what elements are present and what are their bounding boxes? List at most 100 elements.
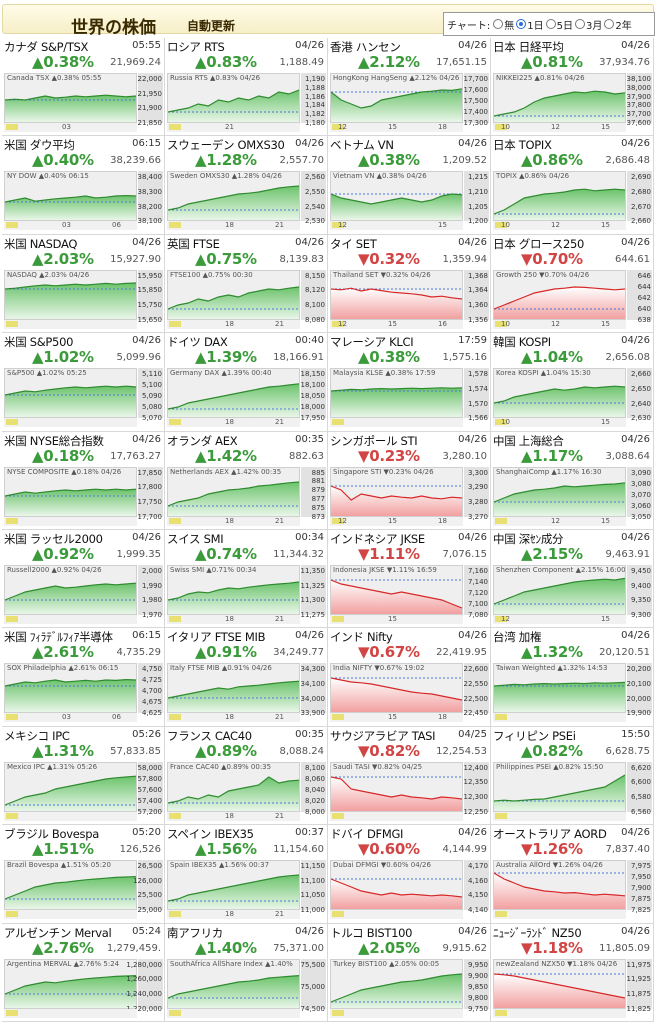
chart-option-1d[interactable]: 1日 [515,17,544,32]
market-name[interactable]: フィリピン PSEi [493,728,576,743]
mini-chart[interactable]: Mexico IPC ▲1.31% 05:26 58,000 57,800 57,60… [4,761,163,822]
chart-option-3m[interactable]: 3月 [574,17,602,32]
market-tile[interactable]: 日本 グロース250 04/26 ▼0.70% 644.61 Growth 250 ▼0… [491,234,654,334]
market-name[interactable]: 米国 NASDAQ [4,236,78,251]
market-name[interactable]: 中国 深ｾﾝ成分 [493,531,564,546]
mini-chart[interactable]: NYSE COMPOSITE ▲0.18% 04/26 17,850 17,800 1… [4,466,163,527]
market-name[interactable]: 米国 NYSE総合指数 [4,433,104,448]
radio-icon[interactable] [604,19,615,29]
market-name[interactable]: 日本 日経平均 [493,40,564,54]
mini-chart[interactable]: Sweden OMXS30 ▲1.28% 04/26 2,560 2,550 2,54… [167,171,326,231]
market-name[interactable]: 英国 FTSE [167,236,220,251]
mini-chart[interactable]: NY DOW ▲0.40% 06:15 38,400 38,300 38,200 38,… [4,171,163,231]
market-tile[interactable]: 米国 NYSE総合指数 04/26 ▲0.18% 17,763.27 NYSE COMP… [2,431,165,530]
market-name[interactable]: 日本 グロース250 [493,236,585,251]
market-tile[interactable]: 米国 NASDAQ 04/26 ▲2.03% 15,927.90 NASDAQ ▲2.0… [2,234,165,334]
market-tile[interactable]: 米国 ﾌｨﾗﾃﾞﾙﾌｨｱ半導体 06:15 ▲2.61% 4,735.29 SOX Ph… [2,628,165,727]
market-name[interactable]: 米国 ﾌｨﾗﾃﾞﾙﾌｨｱ半導体 [4,630,113,645]
mini-chart[interactable]: NASDAQ ▲2.03% 04/26 15,950 15,850 15,750 15,… [4,269,163,330]
mini-chart[interactable]: newZealand NZX50 ▼1.18% 04/26 11,975 11,92… [493,958,652,1019]
market-name[interactable]: オーストラリア AORD [493,827,607,842]
mini-chart[interactable]: Netherlands AEX ▲1.42% 00:35 885 881 879 877… [167,466,326,527]
market-tile[interactable]: オーストラリア AORD 04/26 ▼1.26% 7,837.40 Australia… [491,825,654,924]
mini-chart[interactable]: TOPIX ▲0.86% 04/26 2,690 2,680 2,670 2,660 10… [493,171,652,231]
mini-chart[interactable]: Korea KOSPI ▲1.04% 15:30 2,660 2,650 2,640 2… [493,368,652,428]
mini-chart[interactable]: Dubai DFMGI ▼0.60% 04/26 4,170 4,160 4,150 4… [330,860,489,920]
market-tile[interactable]: アルゼンチン Merval 05:24 ▲2.76% 1,279,459. Argent… [2,923,165,1022]
mini-chart[interactable]: Russell2000 ▲0.92% 04/26 2,000 1,990 1,980 1… [4,564,163,625]
market-tile[interactable]: 台湾 加権 04/26 ▲1.32% 20,120.51 Taiwan Weighted… [491,628,654,727]
market-name[interactable]: スペイン IBEX35 [167,827,254,842]
market-name[interactable]: インドネシア JKSE [330,531,425,546]
mini-chart[interactable]: Italy FTSE MIB ▲0.91% 04/26 34,300 34,100 3… [167,663,326,723]
market-name[interactable]: 香港 ハンセン [330,40,401,54]
market-name[interactable]: マレーシア KLCI [330,335,414,350]
radio-icon[interactable] [493,19,504,29]
mini-chart[interactable]: Malaysia KLSE ▲0.38% 17:59 1,578 1,574 1,57… [330,368,489,428]
market-name[interactable]: スウェーデン OMXS30 [167,138,285,153]
market-name[interactable]: ドバイ DFMGI [330,827,404,842]
chart-option-5d[interactable]: 5日 [545,17,573,32]
market-tile[interactable]: 英国 FTSE 04/26 ▲0.75% 8,139.83 FTSE100 ▲0.75%… [165,234,328,334]
market-name[interactable]: ベトナム VN [330,138,394,153]
market-name[interactable]: 台湾 加権 [493,630,542,645]
market-tile[interactable]: フランス CAC40 00:35 ▲0.89% 8,088.24 France CAC4… [165,726,328,826]
market-tile[interactable]: タイ SET 04/26 ▼0.32% 1,359.94 Thailand SET ▼0… [328,234,491,334]
market-name[interactable]: ブラジル Bovespa [4,827,99,842]
mini-chart[interactable]: Vietnam VN ▲0.38% 04/26 1,215 1,210 1,205 1,… [330,171,489,231]
mini-chart[interactable]: SOX Philadelphia ▲2.61% 06:15 4,750 4,725 4… [4,663,163,723]
market-tile[interactable]: サウジアラビア TASI 04/25 ▼0.82% 12,254.53 Saudi TA… [328,726,491,826]
market-tile[interactable]: 中国 上海総合 04/26 ▲1.17% 3,088.64 ShanghaiComp ▲… [491,431,654,530]
market-tile[interactable]: 韓国 KOSPI 04/26 ▲1.04% 2,656.08 Korea KOSPI ▲… [491,333,654,432]
mini-chart[interactable]: Swiss SMI ▲0.71% 00:34 11,350 11,325 11,300… [167,564,326,625]
market-name[interactable]: スイス SMI [167,531,224,546]
mini-chart[interactable]: Russia RTS ▲0.83% 04/26 1,190 1,188 1,186 1,… [167,73,326,133]
market-tile[interactable]: スイス SMI 00:34 ▲0.74% 11,344.32 Swiss SMI ▲0.… [165,529,328,629]
market-tile[interactable]: ドイツ DAX 00:40 ▲1.39% 18,166.91 Germany DAX ▲… [165,333,328,432]
mini-chart[interactable]: SouthAfrica AllShare Index ▲1.40% 75,500 7… [167,958,326,1019]
market-name[interactable]: 米国 ダウ平均 [4,138,75,153]
market-tile[interactable]: スウェーデン OMXS30 04/26 ▲1.28% 2,557.70 Sweden O… [165,136,328,235]
mini-chart[interactable]: Singapore STI ▼0.23% 04/26 3,300 3,290 3,28… [330,466,489,527]
market-name[interactable]: 米国 S&P500 [4,335,74,350]
market-tile[interactable]: 米国 ダウ平均 06:15 ▲0.40% 38,239.66 NY DOW ▲0.40%… [2,136,165,235]
mini-chart[interactable]: Indonesia JKSE ▼1.11% 16:59 7,160 7,140 7,1… [330,564,489,625]
market-name[interactable]: ドイツ DAX [167,335,228,350]
market-name[interactable]: ロシア RTS [167,40,225,54]
market-name[interactable]: シンガポール STI [330,433,418,448]
mini-chart[interactable]: Thailand SET ▼0.32% 04/26 1,368 1,364 1,360… [330,269,489,330]
chart-option-none[interactable]: 無 [492,17,514,32]
market-tile[interactable]: 中国 深ｾﾝ成分 04/26 ▲2.15% 9,463.91 Shenzhen Comp… [491,529,654,629]
market-name[interactable]: トルコ BIST100 [330,925,413,940]
radio-icon[interactable] [545,19,556,29]
market-name[interactable]: タイ SET [330,236,377,251]
mini-chart[interactable]: Turkey BIST100 ▲2.05% 00:05 9,950 9,900 9,8… [330,958,489,1019]
market-tile[interactable]: 日本 TOPIX 04/26 ▲0.86% 2,686.48 TOPIX ▲0.86% … [491,136,654,235]
market-tile[interactable]: 米国 ラッセル2000 04/26 ▲0.92% 1,999.35 Russell200… [2,529,165,629]
mini-chart[interactable]: Shenzhen Component ▲2.15% 16:00 9,450 9,40… [493,564,652,625]
market-tile[interactable]: ベトナム VN 04/26 ▲0.38% 1,209.52 Vietnam VN ▲0.… [328,136,491,235]
market-tile[interactable]: カナダ S&P/TSX 05:55 ▲0.38% 21,969.24 Canada TS… [2,38,165,137]
market-tile[interactable]: フィリピン PSEi 15:50 ▲0.82% 6,628.75 Philippines… [491,726,654,826]
mini-chart[interactable]: HongKong HangSeng ▲2.12% 04/26 17,700 17,6… [330,73,489,133]
market-name[interactable]: 日本 TOPIX [493,138,552,153]
market-tile[interactable]: イタリア FTSE MIB 04/26 ▲0.91% 34,249.77 Italy F… [165,628,328,727]
market-tile[interactable]: ドバイ DFMGI 04/26 ▼0.60% 4,144.99 Dubai DFMGI … [328,825,491,924]
market-tile[interactable]: ロシア RTS 04/26 ▲0.83% 1,188.49 Russia RTS ▲0.… [165,38,328,137]
market-name[interactable]: ﾆｭｰｼﾞｰﾗﾝﾄﾞ NZ50 [493,925,582,940]
mini-chart[interactable]: Australia AllOrd ▼1.26% 04/26 7,975 7,950 7… [493,860,652,920]
mini-chart[interactable]: Spain IBEX35 ▲1.56% 00:37 11,150 11,100 11,… [167,860,326,920]
mini-chart[interactable]: Argentina MERVAL ▲2.76% 5:24 1,280,000 1,2… [4,958,163,1019]
chart-option-2y[interactable]: 2年 [603,17,632,32]
market-tile[interactable]: スペイン IBEX35 00:37 ▲1.56% 11,154.60 Spain IBE… [165,825,328,924]
market-name[interactable]: フランス CAC40 [167,728,252,743]
market-tile[interactable]: マレーシア KLCI 17:59 ▲0.38% 1,575.16 Malaysia KL… [328,333,491,432]
mini-chart[interactable]: ShanghaiComp ▲1.17% 16:30 3,090 3,080 3,070… [493,466,652,527]
market-name[interactable]: 南アフリカ [167,925,223,940]
market-tile[interactable]: トルコ BIST100 04/26 ▲2.05% 9,915.62 Turkey BIS… [328,923,491,1022]
mini-chart[interactable]: Germany DAX ▲1.39% 00:40 18,150 18,100 18,0… [167,368,326,428]
market-tile[interactable]: オランダ AEX 00:35 ▲1.42% 882.63 Netherlands AEX… [165,431,328,530]
mini-chart[interactable]: Growth 250 ▼0.70% 04/26 646 644 642 640 638 10… [493,269,652,330]
mini-chart[interactable]: India NIFTY ▼0.67% 19:02 22,600 22,550 22,5… [330,663,489,723]
market-tile[interactable]: 日本 日経平均 04/26 ▲0.81% 37,934.76 NIKKEI225 ▲0.… [491,38,654,137]
